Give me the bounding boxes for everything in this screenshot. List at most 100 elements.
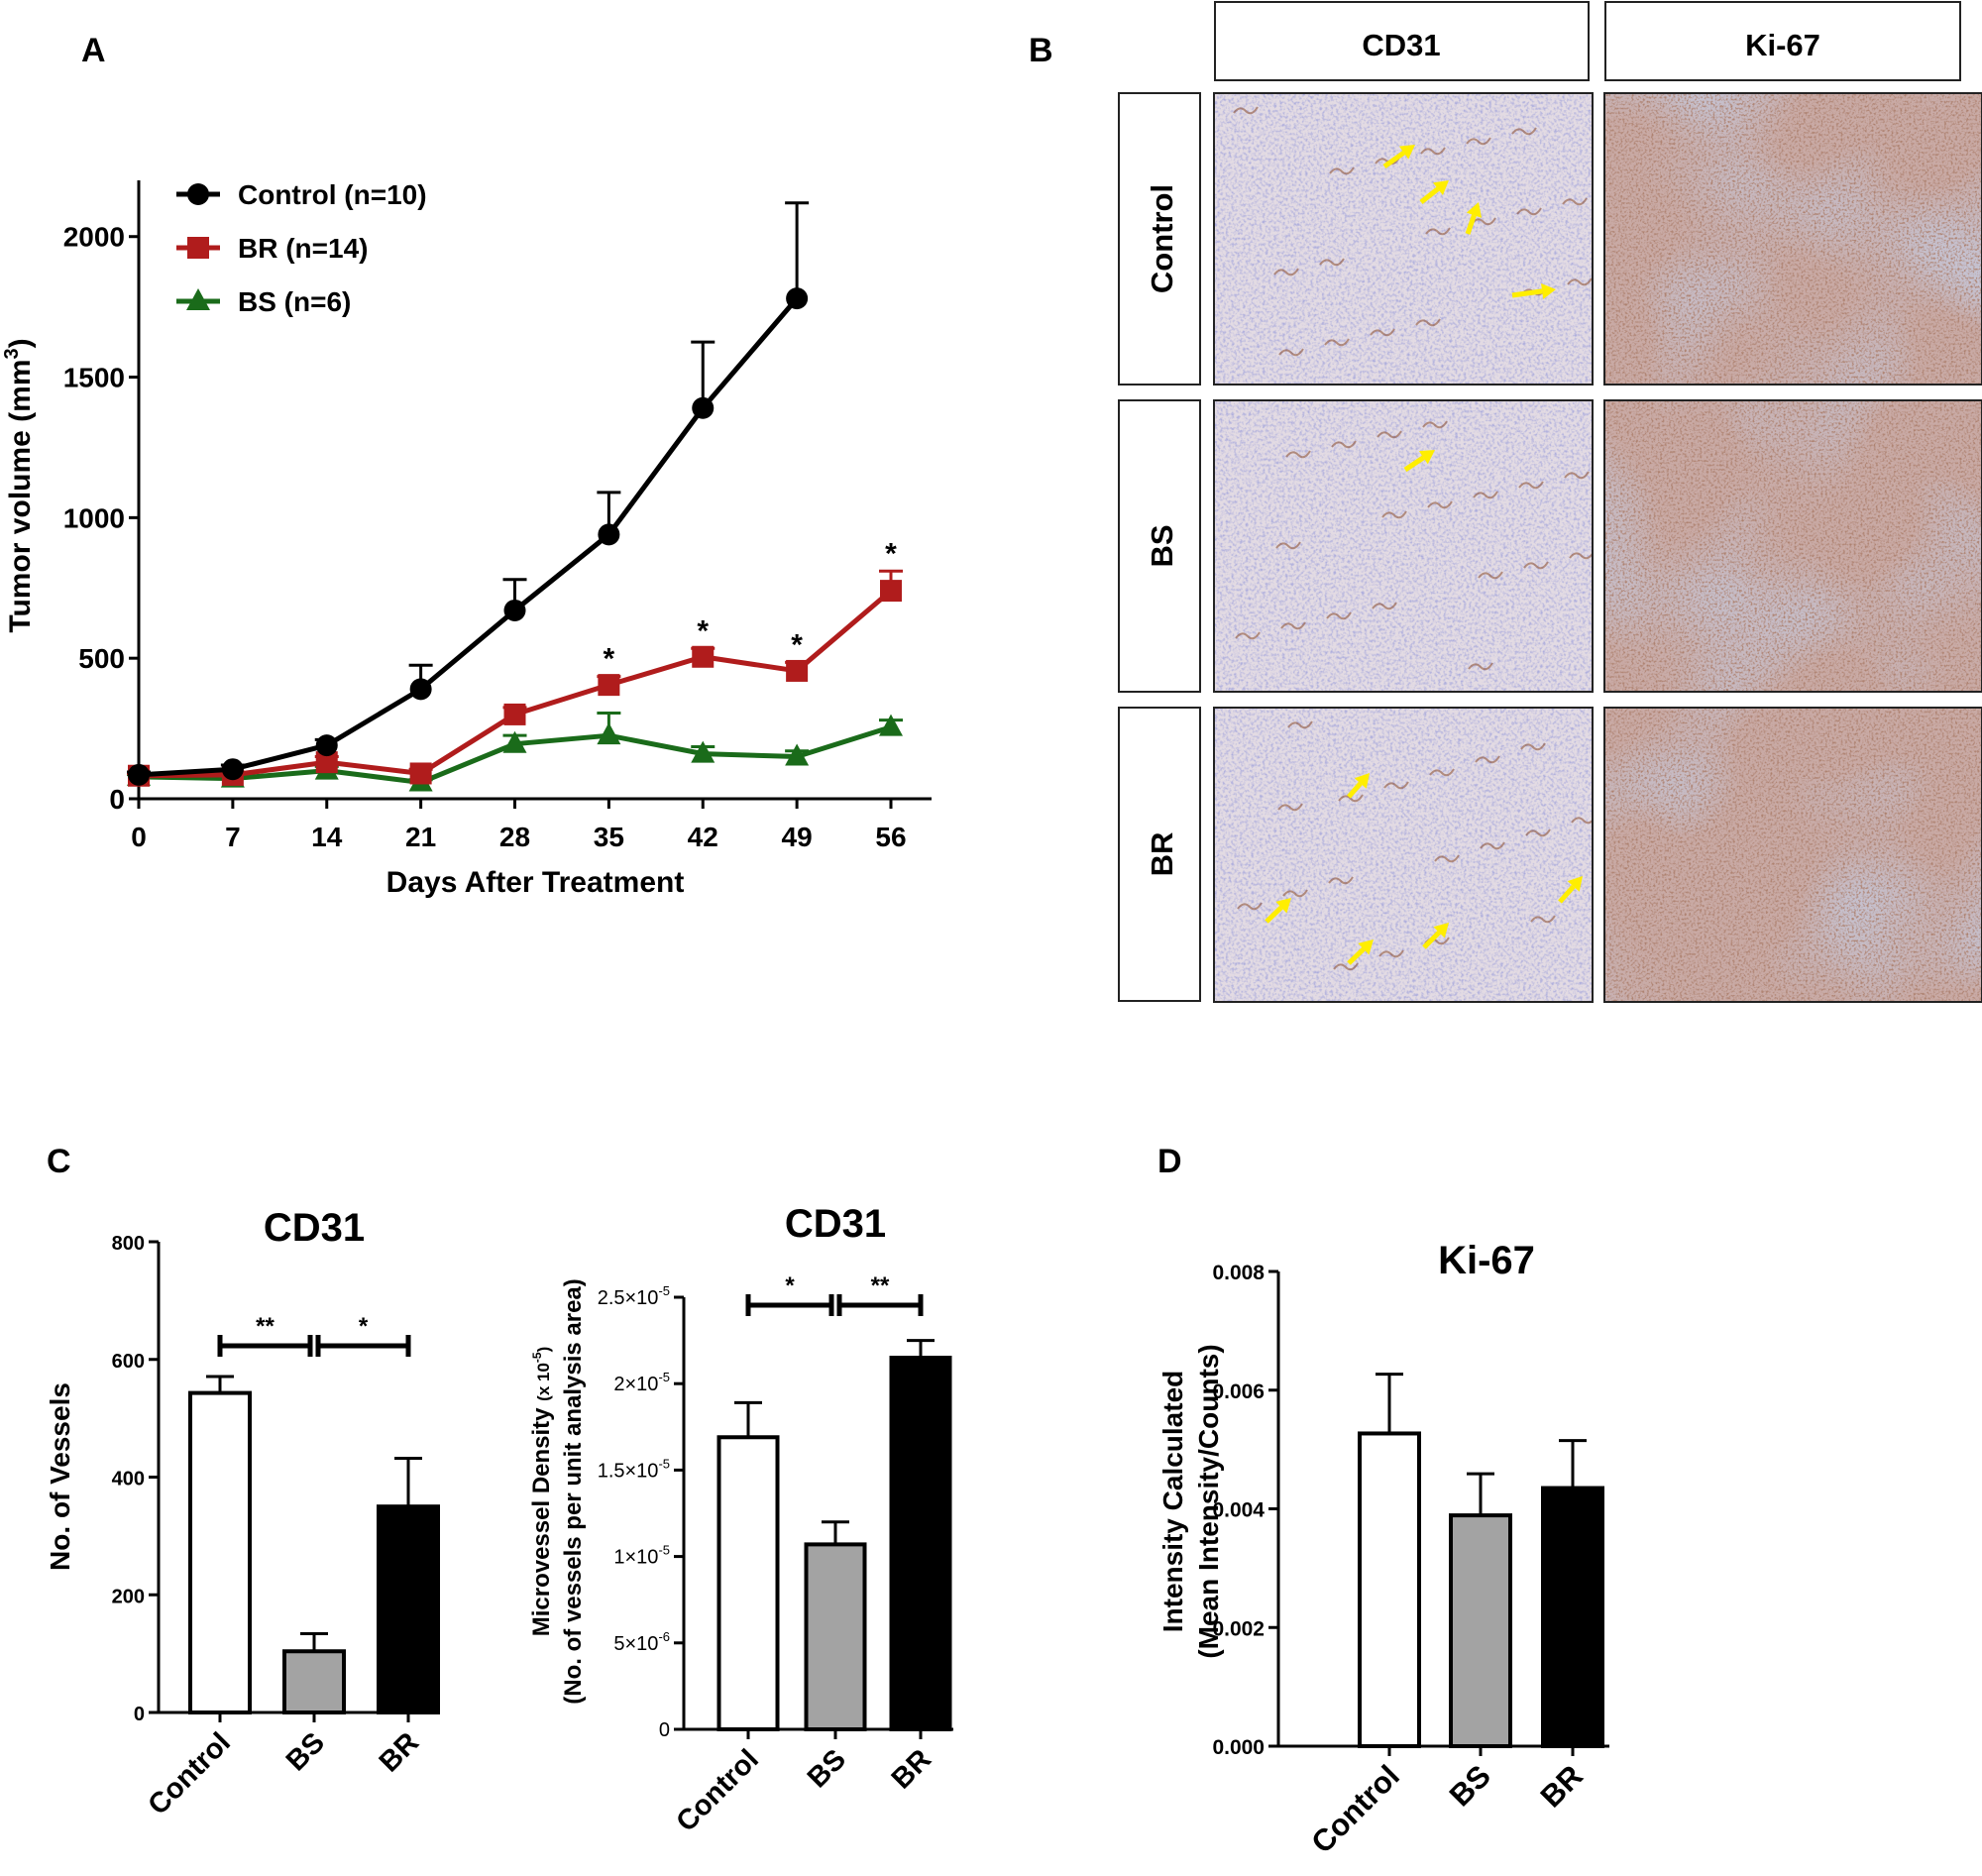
x-axis-title: Days After Treatment [386,866,685,899]
column-header-ki67: Ki-67 [1745,28,1820,62]
vessel-stain [1425,227,1451,236]
category-label: Control [142,1726,237,1821]
y-axis-title: No. of Vessels [45,1382,75,1571]
y-tick-label: 0.002 [1212,1617,1265,1640]
category-label: BS [802,1743,852,1794]
vessel-stain [1422,420,1448,429]
category-label: BS [1443,1758,1497,1813]
vessel-stain [1420,147,1446,156]
y-tick-label: 400 [112,1469,145,1490]
y-tick-label: 2.5×10-5 [598,1283,670,1309]
vessel-stain [1569,551,1593,560]
row-header-box-bs [1118,399,1201,693]
column-header-box-cd31 [1214,1,1590,81]
vessel-stain [1434,854,1460,863]
tumor-volume-line-chart: 0 500 1000 1500 2000 0 7 14 21 28 35 42 49 56 Days Aft… [1,179,932,899]
row-header-box-br [1118,707,1201,1002]
significance-star: * [604,643,615,676]
significance-bracket: * [745,1272,834,1316]
data-point [221,758,244,781]
hematoxylin-texture [1214,708,1593,1002]
y-tick-label: 0 [659,1719,670,1741]
ki67-micrograph-bs [1603,399,1982,693]
data-point [598,523,620,546]
data-point [785,743,810,766]
data-point [315,751,338,774]
y-tick-label: 1500 [63,363,125,393]
y-tick-label: 2000 [63,222,125,253]
legend-marker [187,237,209,259]
vessel-stain [1282,889,1308,898]
data-point [692,396,715,419]
arrow-shaft [1403,455,1425,473]
vessel-stain [1381,510,1407,519]
vessel-stain [1567,277,1593,286]
vessel-stain [1383,781,1409,790]
y-tick-label: 5×10-6 [613,1629,670,1655]
arrow-head [1541,282,1556,299]
vessel-stain [1324,338,1350,347]
category-label: BS [280,1726,331,1777]
column-header-cd31: CD31 [1362,28,1440,62]
row-header-control: Control [1145,184,1179,293]
chart-title: CD31 [785,1202,886,1246]
data-point [692,645,715,668]
micrograph-border [1213,92,1594,386]
vessel-stain [1376,430,1402,439]
x-tick-label: 42 [688,822,718,852]
bar [1541,1486,1604,1748]
category-label: BR [886,1743,937,1795]
ki67-micrograph-br [1603,707,1982,1003]
category-label: Control [670,1743,765,1838]
vessel-stain [1233,106,1259,115]
vessel-stain [1329,166,1355,175]
y-tick-label: 600 [112,1351,145,1373]
legend-marker [186,288,210,310]
microvessel-density-bar-chart: 0 5×10-6 1×10-5 1.5×10-5 2×10-5 2.5×10-5 Contr… [528,1202,953,1838]
vessel-stain [1372,602,1397,610]
series-square: * * * * [127,537,903,787]
vessel-stain [1427,500,1453,509]
arrow-shaft [1347,946,1366,965]
vessel-stain [1273,268,1299,276]
series-circle [127,201,810,786]
vessel-stain [1564,471,1590,480]
category-label: BR [1534,1758,1590,1814]
vessel-stain [1471,217,1496,226]
vessel-stain [1530,915,1556,924]
y-axis-title: Microvessel Density (x 10-5) [528,1347,555,1637]
y-tick-label: 0.008 [1212,1262,1265,1284]
significance-label: ** [871,1272,890,1299]
y-tick-label: 1.5×10-5 [598,1456,670,1482]
vessel-stain [1523,561,1549,570]
y-axis-title: Tumor volume (mm3) [1,338,37,632]
data-point [786,659,809,682]
chart-title: Ki-67 [1438,1239,1535,1282]
column-header-box-ki67 [1604,1,1961,81]
row-header-br: BR [1145,832,1179,877]
vessel-stain [1338,794,1364,803]
category-label: Control [1304,1758,1406,1860]
significance-label: * [785,1272,795,1299]
ki67-intensity-bar-chart: 0.000 0.002 0.004 0.006 0.008 Control BS BR Ki-6… [1157,1239,1609,1860]
data-point [503,703,526,725]
x-tick-label: 49 [782,822,813,852]
arrow-head [1433,180,1449,195]
significance-bracket: ** [217,1313,313,1357]
y-axis-subtitle: (No. of vessels per unit analysis area) [560,1278,587,1705]
ki67-micrograph-control [1603,92,1982,386]
significance-star: * [697,614,709,647]
vessel-stain [1562,197,1588,206]
legend-label: Control (n=10) [238,179,427,210]
y-tick-label: 2×10-5 [613,1370,670,1395]
data-point [880,580,902,603]
vessel-stain [1237,902,1263,911]
x-tick-label: 56 [875,822,906,852]
arrow-head [1398,145,1415,160]
arrow-shaft [1419,186,1440,204]
category-label: BR [374,1726,425,1778]
micrograph-border [1213,707,1594,1003]
row-header-box-control [1118,92,1201,386]
vessel-stain [1280,621,1306,630]
vessel-stain [1285,450,1311,459]
